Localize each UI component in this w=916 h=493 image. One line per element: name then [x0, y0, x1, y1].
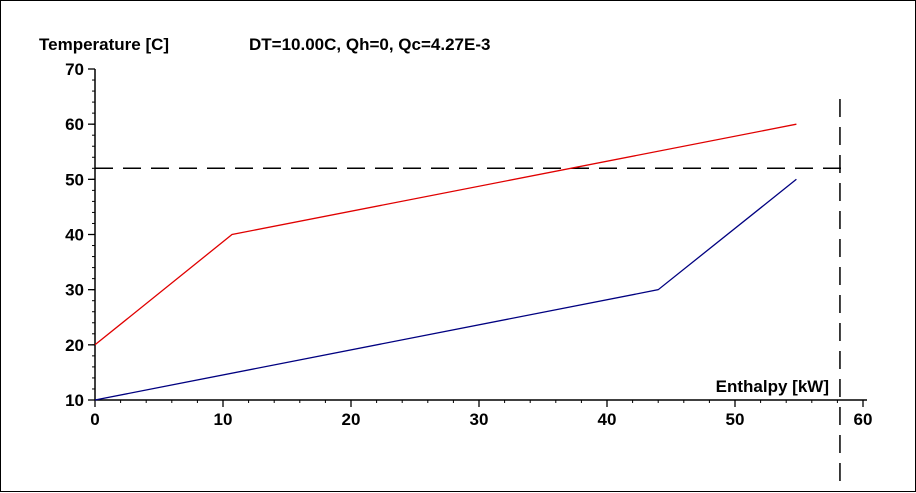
series-layer	[94, 123, 797, 401]
y-tick-label: 70	[65, 60, 84, 79]
x-axis-label: Enthalpy [kW]	[716, 377, 829, 396]
reference-lines	[95, 99, 846, 492]
y-tick-label: 30	[65, 281, 84, 300]
chart-title: DT=10.00C, Qh=0, Qc=4.27E-3	[249, 35, 490, 54]
x-tick-label: 20	[342, 410, 361, 429]
labels-layer: Temperature [C] DT=10.00C, Qh=0, Qc=4.27…	[39, 35, 829, 396]
x-tick-label: 0	[90, 410, 99, 429]
y-tick-label: 40	[65, 226, 84, 245]
x-tick-label: 40	[598, 410, 617, 429]
y-axis-label: Temperature [C]	[39, 35, 169, 54]
y-tick-label: 10	[65, 391, 84, 410]
y-tick-label: 20	[65, 336, 84, 355]
y-tick-label: 50	[65, 170, 84, 189]
x-tick-label: 50	[726, 410, 745, 429]
y-tick-label: 60	[65, 115, 84, 134]
x-tick-label: 30	[470, 410, 489, 429]
axes-layer: 0 10 20 30 40 50 60 10 20 30 40 50 60 70	[65, 60, 872, 429]
hot-composite-curve	[94, 123, 797, 346]
x-tick-label: 60	[854, 410, 873, 429]
cold-composite-curve	[94, 178, 797, 401]
x-tick-label: 10	[214, 410, 233, 429]
